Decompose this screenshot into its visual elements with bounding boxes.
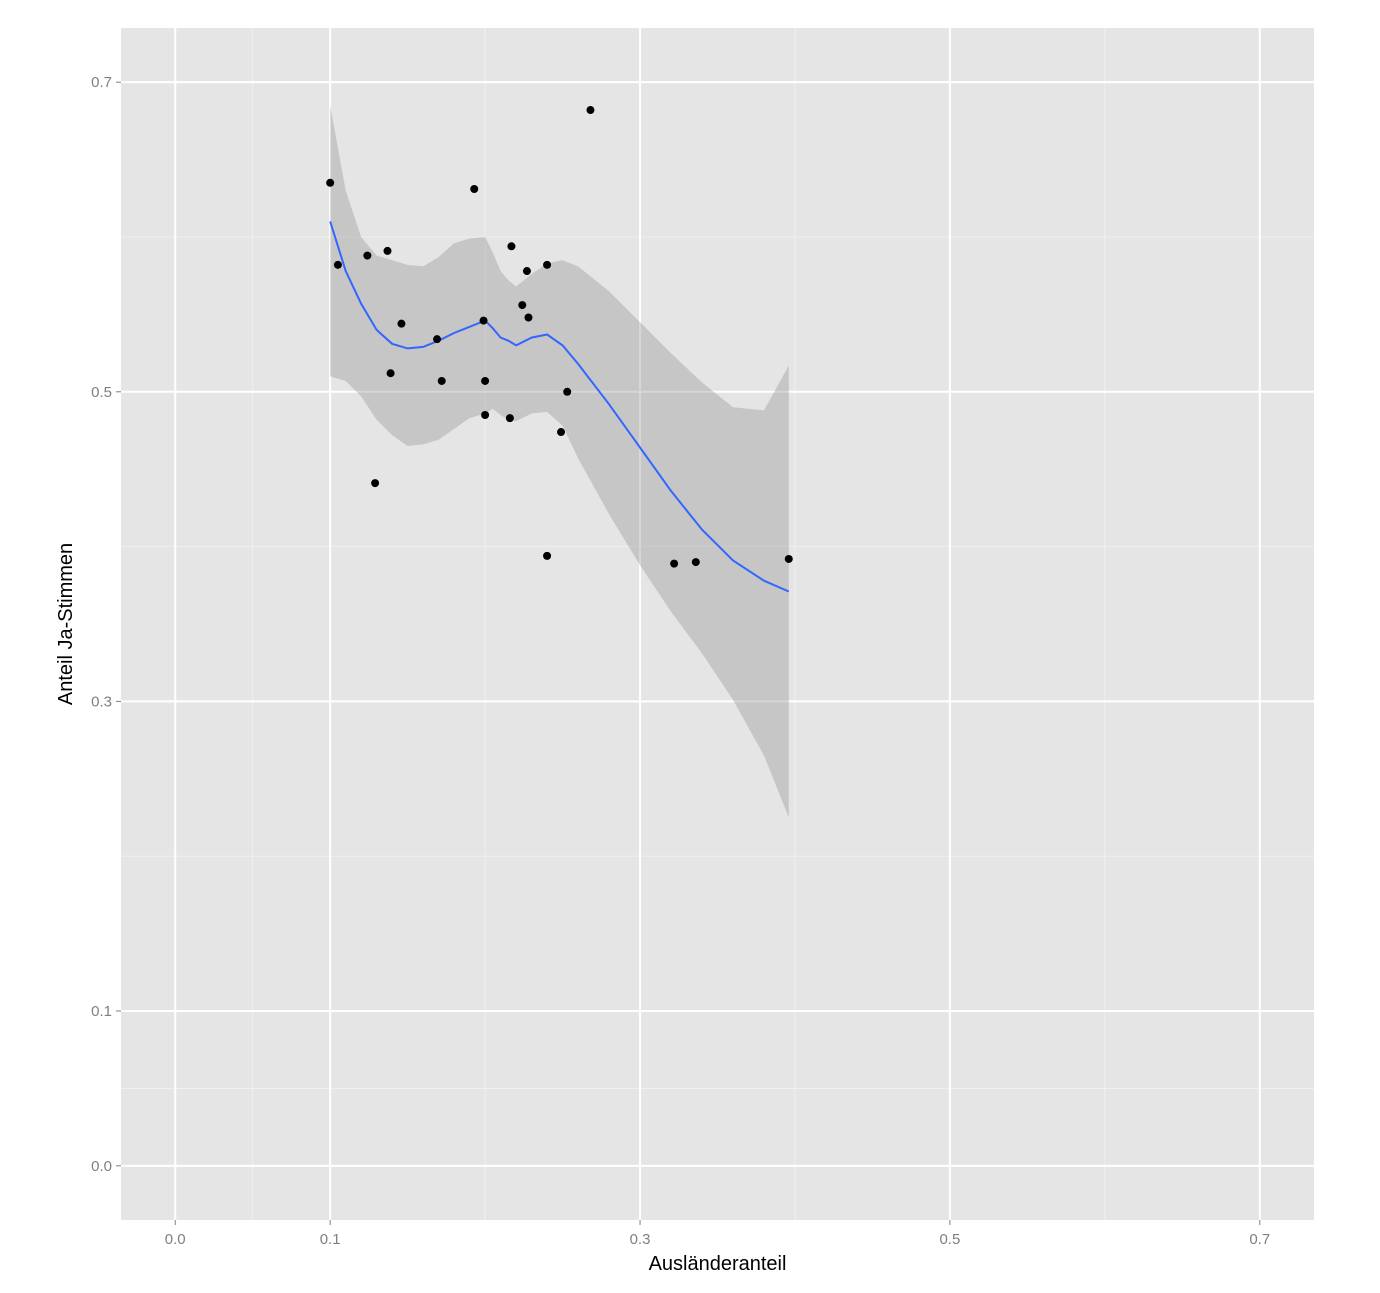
x-tick-label: 0.0 — [165, 1231, 186, 1248]
x-tick-label: 0.3 — [630, 1231, 651, 1248]
data-point — [333, 260, 342, 269]
data-point — [543, 260, 552, 269]
major-grid — [121, 28, 1314, 1220]
data-point — [386, 369, 395, 378]
data-point — [505, 414, 514, 423]
x-tick-label: 0.1 — [320, 1231, 341, 1248]
data-point — [383, 246, 392, 255]
data-point — [784, 554, 793, 563]
data-point — [518, 301, 527, 310]
data-point — [363, 251, 372, 260]
x-tick-label: 0.7 — [1249, 1231, 1270, 1248]
data-point — [507, 242, 516, 251]
data-point — [543, 551, 552, 560]
x-tick-label: 0.5 — [939, 1231, 960, 1248]
y-tick-label: 0.3 — [91, 693, 112, 710]
data-point — [524, 313, 533, 322]
smooth-line — [329, 221, 790, 593]
smooth-line-layer — [329, 221, 790, 593]
minor-grid — [121, 28, 1314, 1220]
confidence-band — [330, 105, 789, 818]
data-point — [371, 479, 380, 488]
data-point — [691, 558, 700, 567]
data-point — [437, 376, 446, 385]
data-point — [670, 559, 679, 568]
y-axis-title: Anteil Ja-Stimmen — [55, 543, 77, 705]
points-layer — [326, 106, 793, 568]
plot-panel — [121, 28, 1314, 1220]
data-point — [522, 267, 531, 276]
data-point — [557, 428, 566, 437]
data-point — [586, 106, 595, 115]
data-point — [326, 178, 335, 187]
y-tick-label: 0.0 — [91, 1158, 112, 1175]
data-point — [397, 319, 406, 328]
data-point — [481, 376, 490, 385]
x-axis-title: Ausländeranteil — [649, 1253, 787, 1275]
data-point — [479, 316, 488, 325]
data-point — [563, 387, 572, 396]
y-axis: 0.0 0.1 0.3 0.5 0.7 — [91, 74, 121, 1175]
y-tick-label: 0.7 — [91, 74, 112, 91]
data-point — [481, 411, 490, 420]
y-tick-label: 0.5 — [91, 384, 112, 401]
y-tick-label: 0.1 — [91, 1003, 112, 1020]
data-point — [470, 184, 479, 193]
x-axis: 0.0 0.1 0.3 0.5 0.7 — [165, 1220, 1270, 1248]
data-point — [433, 335, 442, 344]
confidence-band-layer — [330, 105, 789, 818]
